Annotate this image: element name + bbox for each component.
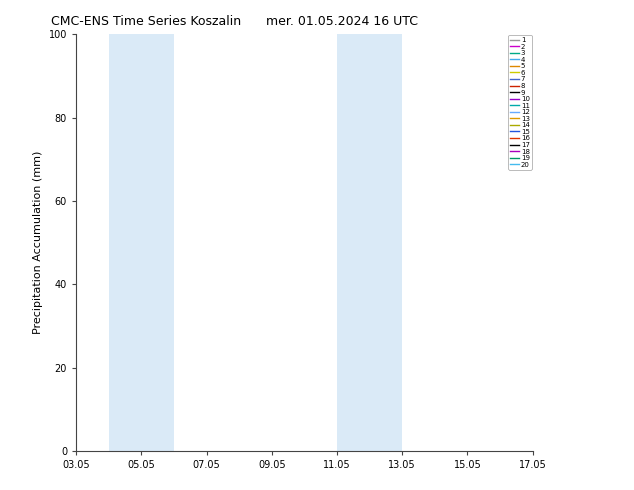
Text: mer. 01.05.2024 16 UTC: mer. 01.05.2024 16 UTC — [266, 15, 418, 28]
Bar — [337, 34, 402, 451]
Text: CMC-ENS Time Series Koszalin: CMC-ENS Time Series Koszalin — [51, 15, 241, 28]
Y-axis label: Precipitation Accumulation (mm): Precipitation Accumulation (mm) — [33, 151, 43, 334]
Legend: 1, 2, 3, 4, 5, 6, 7, 8, 9, 10, 11, 12, 13, 14, 15, 16, 17, 18, 19, 20: 1, 2, 3, 4, 5, 6, 7, 8, 9, 10, 11, 12, 1… — [508, 35, 532, 170]
Bar — [108, 34, 174, 451]
